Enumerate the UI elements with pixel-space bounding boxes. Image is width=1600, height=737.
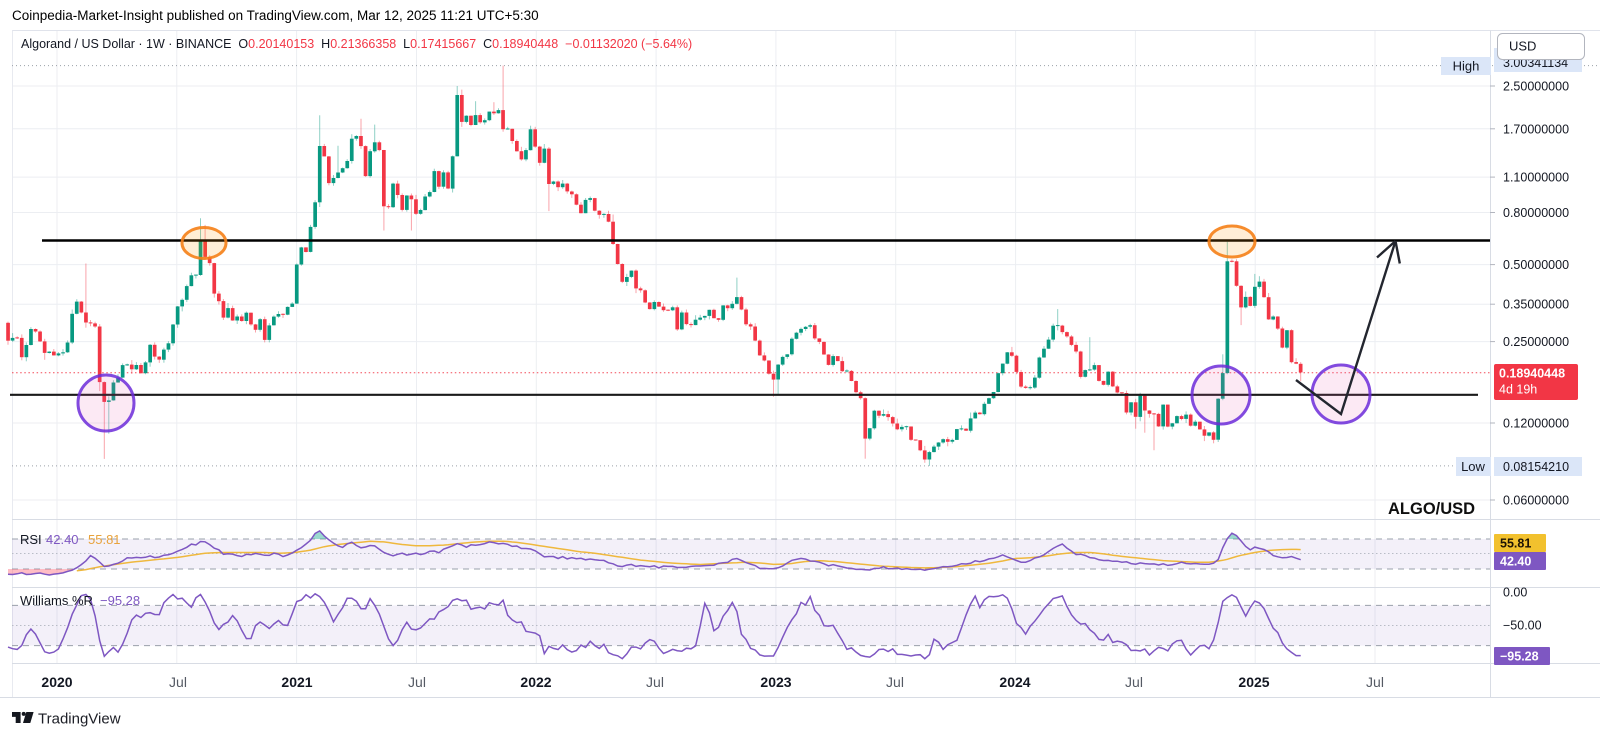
svg-text:TradingView: TradingView bbox=[38, 711, 121, 728]
svg-text:Jul: Jul bbox=[408, 674, 426, 690]
svg-text:0.35000000: 0.35000000 bbox=[1503, 298, 1569, 312]
svg-text:2023: 2023 bbox=[760, 674, 791, 690]
svg-text:0.00: 0.00 bbox=[1503, 586, 1527, 600]
svg-text:0.50000000: 0.50000000 bbox=[1503, 258, 1569, 272]
svg-text:Jul: Jul bbox=[886, 674, 904, 690]
svg-text:55.81: 55.81 bbox=[1500, 537, 1531, 551]
svg-text:ALGO/USD: ALGO/USD bbox=[1388, 500, 1475, 518]
svg-text:High: High bbox=[1453, 59, 1480, 74]
svg-text:Williams %R: Williams %R bbox=[20, 593, 93, 608]
svg-text:0.18940448: 0.18940448 bbox=[1499, 367, 1565, 381]
svg-text:RSI: RSI bbox=[20, 532, 42, 547]
svg-text:0.06000000: 0.06000000 bbox=[1503, 493, 1569, 507]
svg-text:−50.00: −50.00 bbox=[1503, 619, 1542, 633]
svg-text:1.10000000: 1.10000000 bbox=[1503, 171, 1569, 185]
svg-text:2.50000000: 2.50000000 bbox=[1503, 79, 1569, 93]
svg-text:1.70000000: 1.70000000 bbox=[1503, 122, 1569, 136]
svg-text:Jul: Jul bbox=[169, 674, 187, 690]
svg-text:2022: 2022 bbox=[520, 674, 551, 690]
svg-text:0.80000000: 0.80000000 bbox=[1503, 206, 1569, 220]
svg-text:42.40: 42.40 bbox=[1500, 555, 1531, 569]
svg-text:0.12000000: 0.12000000 bbox=[1503, 417, 1569, 431]
svg-text:2025: 2025 bbox=[1238, 674, 1269, 690]
svg-text:42.40: 42.40 bbox=[46, 532, 79, 547]
svg-text:−95.28: −95.28 bbox=[100, 593, 140, 608]
svg-text:2021: 2021 bbox=[281, 674, 312, 690]
svg-text:Jul: Jul bbox=[646, 674, 664, 690]
svg-text:2020: 2020 bbox=[41, 674, 72, 690]
svg-text:USD: USD bbox=[1509, 39, 1536, 54]
svg-text:Jul: Jul bbox=[1366, 674, 1384, 690]
svg-text:Jul: Jul bbox=[1125, 674, 1143, 690]
svg-text:0.08154210: 0.08154210 bbox=[1503, 460, 1569, 474]
svg-text:−95.28: −95.28 bbox=[1500, 650, 1539, 664]
svg-text:Low: Low bbox=[1461, 459, 1485, 474]
svg-text:4d 19h: 4d 19h bbox=[1499, 383, 1537, 397]
svg-text:55.81: 55.81 bbox=[88, 532, 121, 547]
svg-text:2024: 2024 bbox=[999, 674, 1030, 690]
svg-text:0.25000000: 0.25000000 bbox=[1503, 335, 1569, 349]
